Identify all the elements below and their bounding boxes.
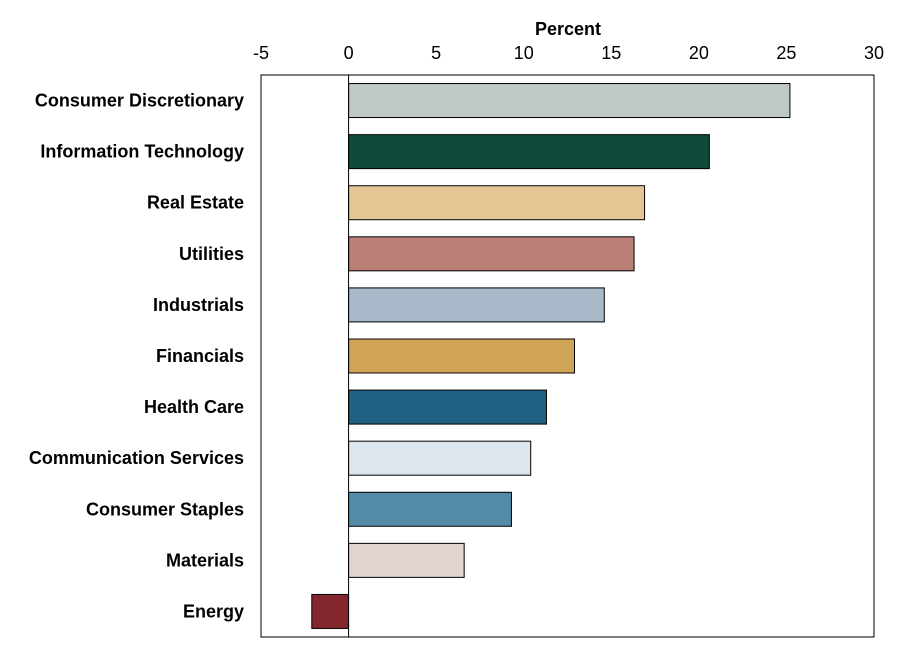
bar [348, 440, 532, 476]
bar [348, 389, 547, 425]
x-tick-label: 30 [864, 43, 884, 63]
category-label: Real Estate [147, 193, 244, 213]
x-tick-label: 20 [689, 43, 709, 63]
bars [311, 83, 791, 629]
category-label: Financials [156, 346, 244, 366]
category-label: Consumer Staples [86, 499, 244, 519]
bar [348, 491, 512, 527]
category-label: Health Care [144, 397, 244, 417]
bar [348, 542, 465, 578]
category-labels: Consumer Discretionary Information Techno… [29, 91, 244, 622]
x-tick-label: 5 [431, 43, 441, 63]
bar [348, 236, 635, 272]
x-tick-label: 25 [776, 43, 796, 63]
plot-frame [260, 74, 875, 638]
category-label: Utilities [179, 244, 244, 264]
category-label: Information Technology [40, 142, 244, 162]
x-tick-label: 0 [344, 43, 354, 63]
bar [348, 287, 605, 323]
category-label: Materials [166, 550, 244, 570]
category-label: Energy [183, 601, 244, 621]
category-label: Communication Services [29, 448, 244, 468]
x-tick-label: 15 [601, 43, 621, 63]
x-tick-label: 10 [514, 43, 534, 63]
bar [311, 593, 350, 629]
bar [348, 134, 710, 170]
category-label: Industrials [153, 295, 244, 315]
category-label: Consumer Discretionary [35, 91, 244, 111]
bar [348, 338, 576, 374]
x-axis-title: Percent [535, 19, 601, 39]
bar [348, 185, 646, 221]
x-axis-ticks: -5 0 5 10 15 20 25 30 [253, 43, 884, 63]
x-tick-label: -5 [253, 43, 269, 63]
bar [348, 83, 791, 119]
